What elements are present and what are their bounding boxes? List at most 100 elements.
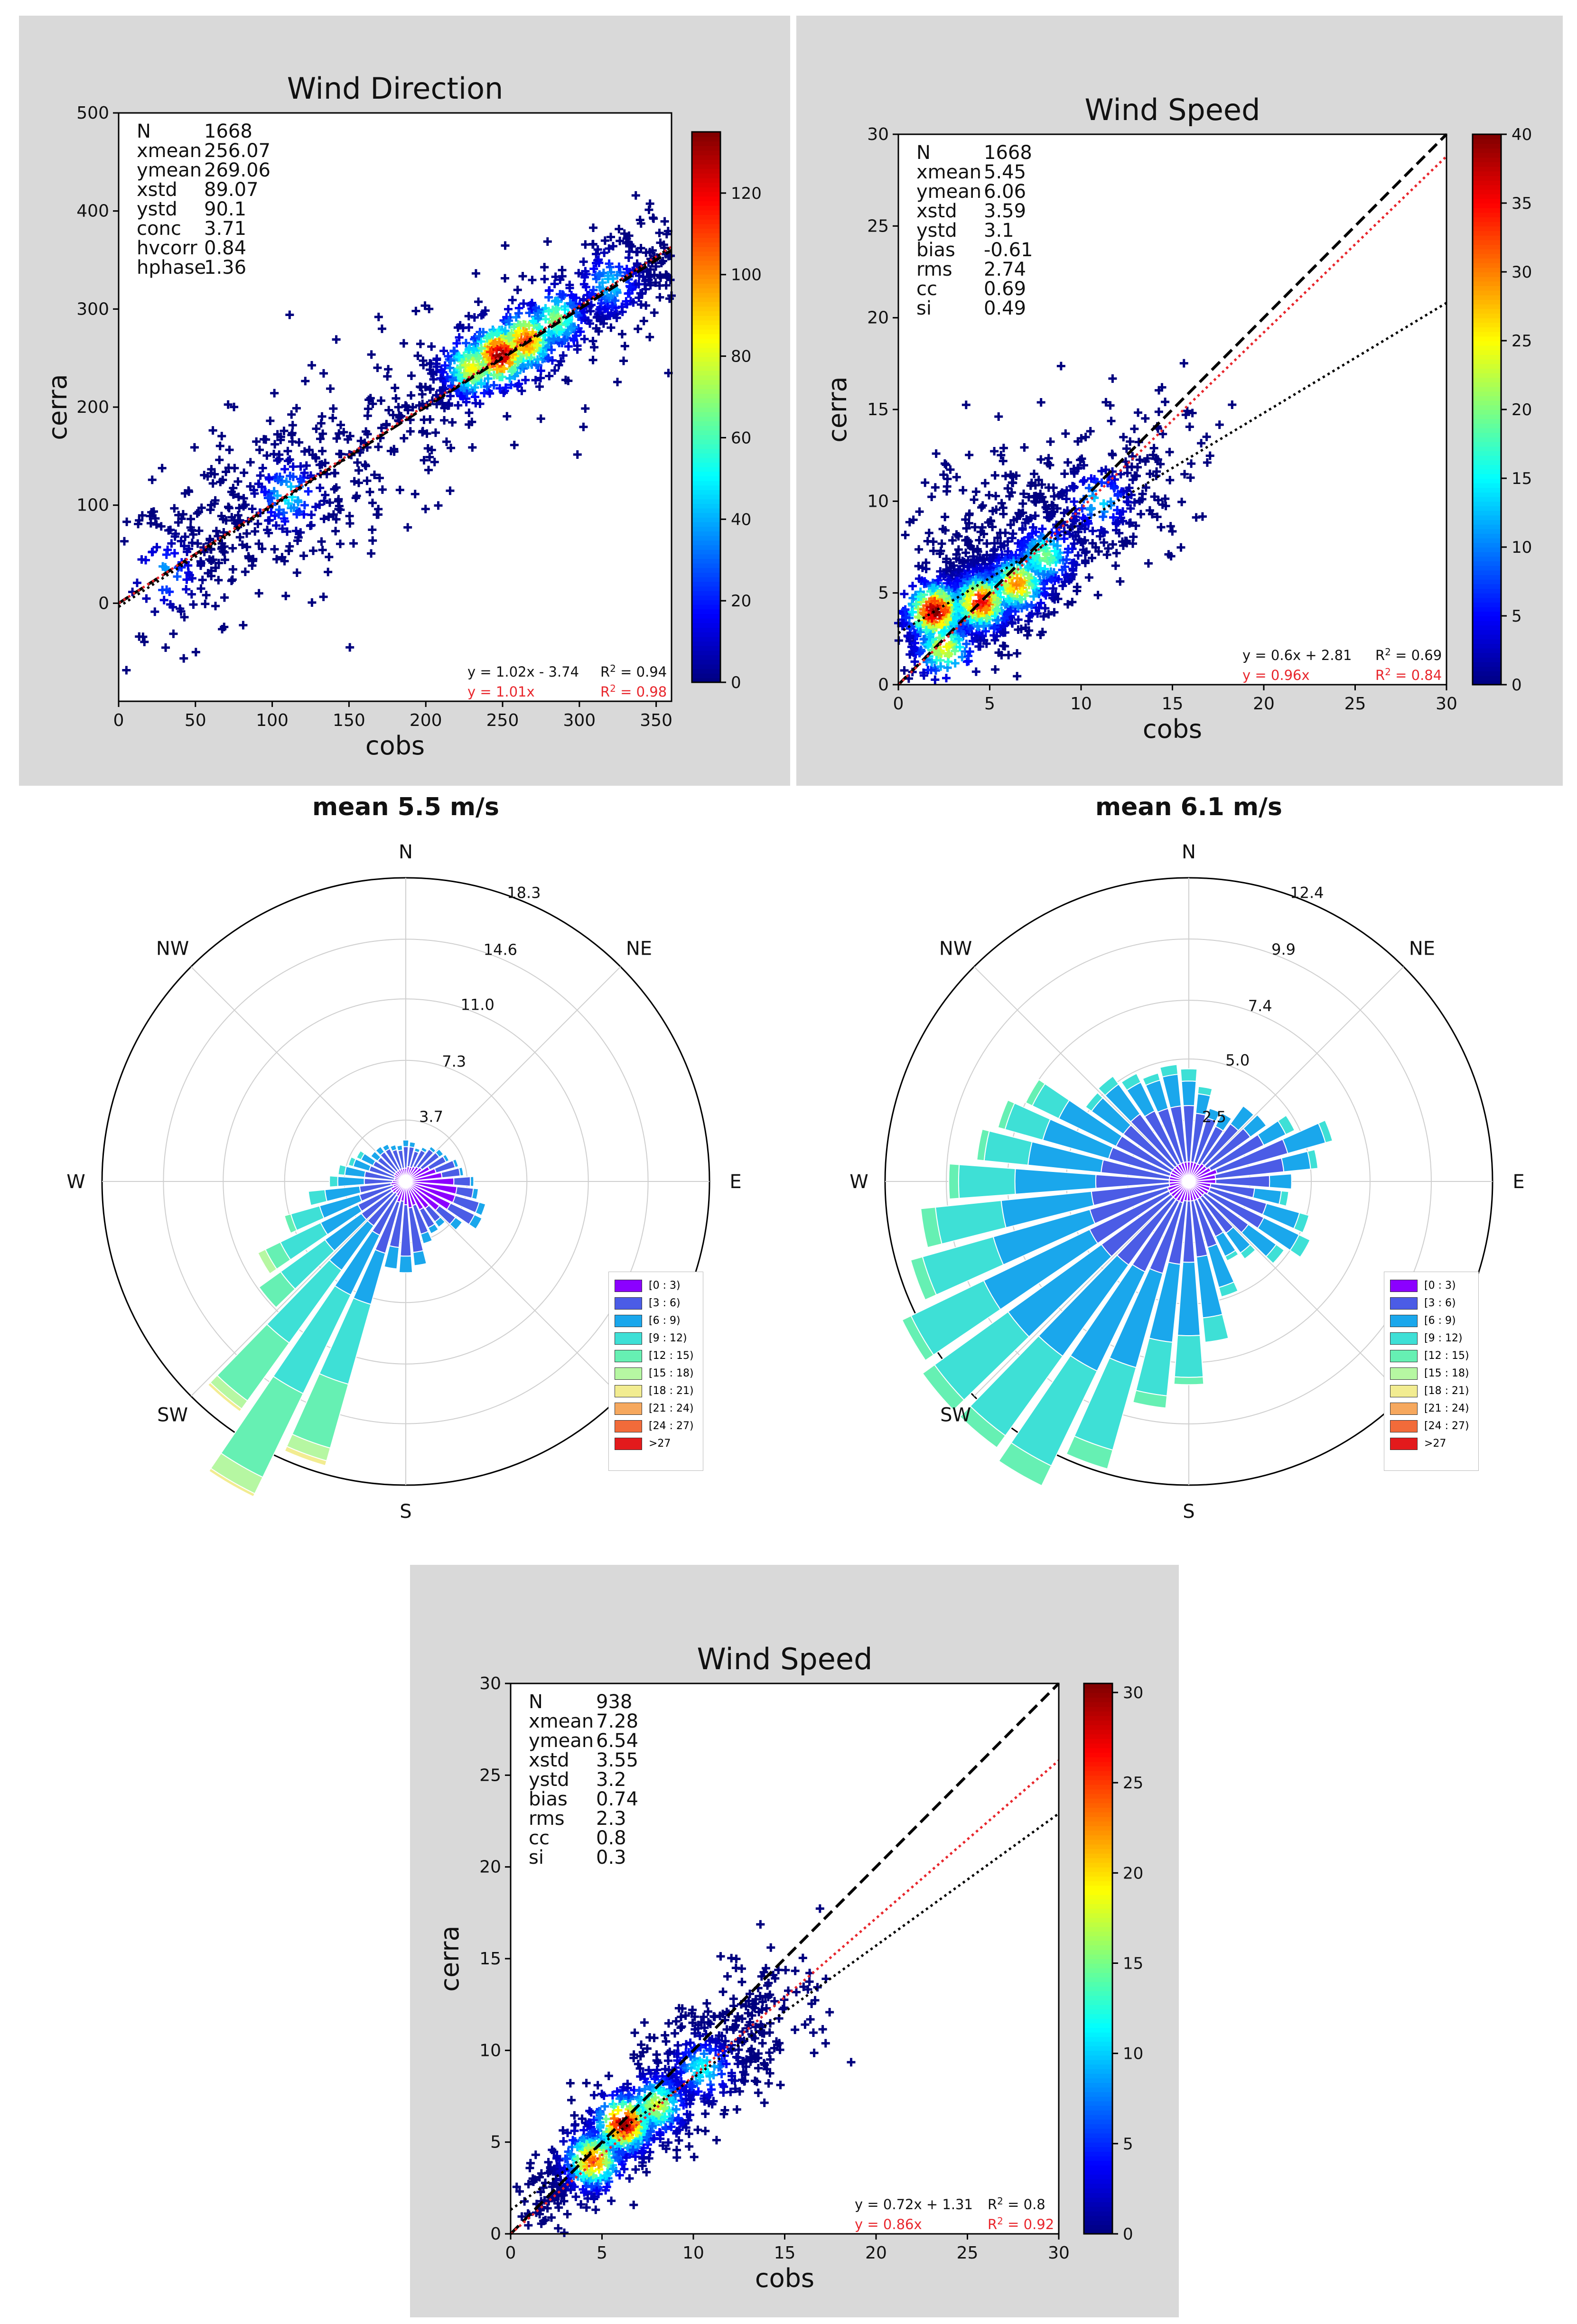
data-point: [477, 344, 486, 353]
data-point: [1100, 538, 1109, 547]
data-point: [623, 2143, 632, 2152]
data-point: [763, 1981, 772, 1990]
data-point: [479, 310, 488, 319]
legend-swatch: [615, 1332, 642, 1345]
data-point: [655, 293, 664, 302]
data-point: [452, 339, 461, 348]
colorbar-step: [692, 623, 720, 628]
data-point: [935, 549, 944, 558]
data-point: [734, 2045, 743, 2054]
colorbar-step: [692, 535, 720, 541]
data-point: [1115, 529, 1124, 538]
data-point: [367, 350, 376, 359]
windrose-bar: [1277, 1115, 1296, 1135]
windrose-bar: [1084, 1092, 1104, 1112]
data-point: [1176, 543, 1185, 552]
stat-value: 1668: [204, 121, 252, 142]
data-point: [922, 626, 931, 635]
colorbar-step: [1084, 2009, 1112, 2014]
data-point: [559, 2137, 568, 2146]
data-point: [395, 485, 404, 494]
data-point: [688, 2082, 697, 2091]
windrose-bar: [1317, 1119, 1334, 1143]
data-point: [566, 2150, 575, 2159]
colorbar-step: [1084, 2138, 1112, 2143]
data-point: [660, 217, 669, 226]
data-point: [1050, 608, 1059, 617]
data-point: [579, 2185, 588, 2194]
data-point: [440, 361, 449, 370]
data-point: [1088, 553, 1097, 562]
colorbar-step: [1084, 1697, 1112, 1702]
data-point: [499, 388, 508, 397]
y-tick-label: 30: [867, 125, 889, 144]
data-point: [513, 357, 523, 366]
windrose-spoke: [405, 966, 621, 1182]
data-point: [910, 644, 919, 653]
data-point: [1077, 454, 1086, 463]
data-point: [1058, 491, 1067, 500]
data-point: [446, 486, 455, 495]
colorbar-step: [1473, 313, 1501, 318]
data-point: [646, 281, 655, 290]
stat-label: cc: [916, 278, 937, 300]
data-point: [937, 539, 946, 548]
data-point: [940, 459, 949, 468]
colorbar-step: [1473, 478, 1501, 483]
data-point: [1141, 457, 1150, 466]
data-point: [944, 586, 953, 595]
data-point: [1152, 471, 1161, 480]
colorbar-step: [1473, 630, 1501, 635]
legend-swatch: [615, 1402, 642, 1415]
data-point: [326, 384, 335, 393]
data-point: [640, 2085, 649, 2094]
data-point: [543, 237, 552, 246]
windrose-bar: [383, 1245, 400, 1270]
data-point: [529, 316, 538, 325]
data-point: [970, 558, 979, 567]
data-point: [811, 1996, 820, 2005]
data-point: [1036, 455, 1045, 464]
colorbar-step: [692, 228, 720, 233]
windrose-direction-e: E: [1512, 1171, 1524, 1193]
stat-label: N: [137, 121, 151, 142]
colorbar-step: [1084, 1720, 1112, 1725]
data-point: [514, 309, 523, 318]
data-point: [170, 504, 179, 513]
colorbar-step: [1084, 1945, 1112, 1950]
data-point: [468, 364, 477, 373]
data-point: [912, 600, 921, 609]
colorbar-step: [1473, 262, 1501, 268]
data-point: [708, 2035, 717, 2044]
stat-value: -0.61: [984, 239, 1033, 261]
colorbar-step: [1473, 414, 1501, 419]
data-point: [361, 460, 370, 469]
colorbar-step: [1473, 465, 1501, 470]
data-point: [685, 2142, 694, 2151]
stat-label: ymean: [529, 1730, 594, 1752]
colorbar-step: [1473, 345, 1501, 351]
colorbar-tick-label: 5: [1512, 607, 1522, 626]
data-point: [964, 651, 973, 660]
windrose-spoke: [405, 1181, 621, 1397]
colorbar-step: [1084, 1706, 1112, 1711]
colorbar-step: [1473, 533, 1501, 539]
data-point: [239, 621, 248, 630]
data-point: [695, 2031, 704, 2040]
colorbar-tick-label: 20: [731, 592, 751, 611]
data-point: [270, 545, 279, 554]
windrose-direction-e: E: [729, 1171, 741, 1193]
data-point: [1025, 574, 1034, 583]
data-point: [597, 299, 606, 308]
windrose-direction-w: W: [66, 1171, 85, 1193]
colorbar-step: [692, 425, 720, 431]
data-point: [737, 1964, 746, 1973]
data-point: [1062, 486, 1071, 495]
data-point: [982, 639, 991, 648]
colorbar-step: [1473, 276, 1501, 282]
data-point: [645, 333, 654, 342]
colorbar-step: [1473, 487, 1501, 493]
colorbar-step: [692, 595, 720, 600]
data-point: [1108, 540, 1117, 549]
windrose-bar: [1240, 1244, 1256, 1260]
